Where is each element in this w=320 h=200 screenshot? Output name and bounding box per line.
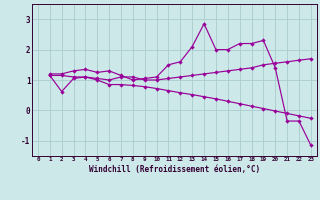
X-axis label: Windchill (Refroidissement éolien,°C): Windchill (Refroidissement éolien,°C) (89, 165, 260, 174)
